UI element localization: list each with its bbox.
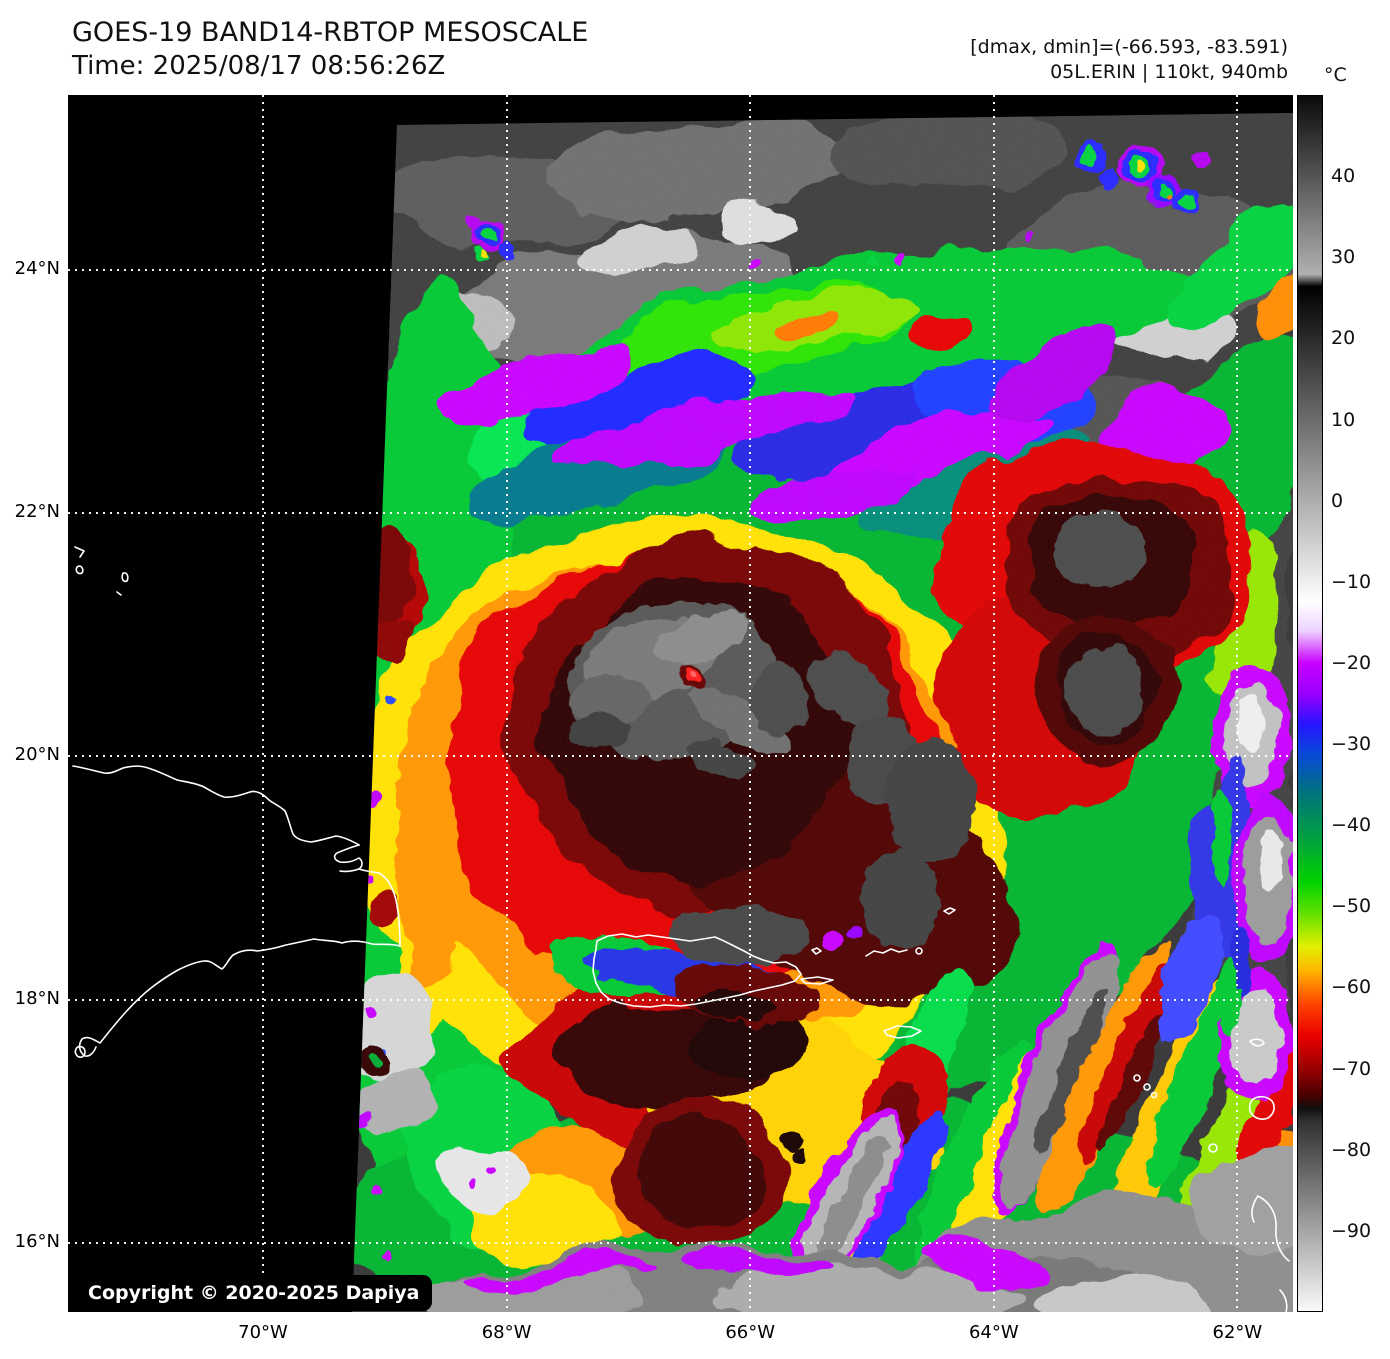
colorbar-tick-label: −70 [1331, 1057, 1372, 1080]
copyright-badge: Copyright © 2020-2025 Dapiya [75, 1275, 433, 1311]
colorbar-tick-label: 0 [1331, 489, 1344, 512]
colorbar-unit-label: °C [1324, 64, 1347, 86]
coastlines [72, 546, 1290, 1312]
latitude-gridline [68, 755, 1293, 758]
y-axis-tick-label: 18°N [14, 987, 60, 1009]
colorbar-tick-label: −30 [1331, 733, 1372, 756]
colorbar-tick-label: 40 [1331, 165, 1356, 188]
colorbar-tick-label: −50 [1331, 895, 1372, 918]
longitude-gridline [262, 95, 264, 1312]
colorbar-tick-label: 30 [1331, 246, 1356, 269]
x-axis-tick-label: 70°W [238, 1322, 288, 1343]
x-axis-tick-label: 64°W [968, 1322, 1019, 1343]
colorbar-tick-label: −10 [1331, 570, 1372, 593]
dmax-dmin-label: [dmax, dmin]=(-66.593, -83.591) [970, 36, 1288, 58]
x-axis-tick-label: 68°W [481, 1322, 532, 1343]
colorbar-tick-label: −20 [1331, 651, 1372, 674]
x-axis-tick-label: 62°W [1212, 1322, 1263, 1343]
latitude-gridline [68, 268, 1293, 271]
colorbar-tick-label: −60 [1331, 976, 1372, 999]
longitude-gridline [749, 95, 752, 1312]
longitude-gridline [505, 95, 508, 1312]
y-axis-tick-label: 24°N [14, 257, 60, 279]
colorbar-tick-label: −90 [1331, 1219, 1372, 1242]
colorbar-tick-label: −40 [1331, 814, 1372, 837]
page-title: GOES-19 BAND14-RBTOP MESOSCALE [72, 17, 589, 48]
x-axis-tick-label: 66°W [725, 1322, 776, 1343]
satellite-map-plot: Copyright © 2020-2025 Dapiya [68, 95, 1293, 1312]
latitude-gridline [68, 998, 1293, 1001]
longitude-gridline [1236, 95, 1239, 1312]
colorbar-tick-label: −80 [1331, 1138, 1372, 1161]
y-axis-tick-label: 22°N [14, 500, 60, 522]
y-axis-tick-label: 16°N [14, 1231, 60, 1253]
colorbar-bar [1297, 95, 1323, 1312]
longitude-gridline [992, 95, 995, 1312]
colorbar-tick-label: 10 [1331, 408, 1356, 431]
y-axis-tick-label: 20°N [14, 744, 60, 766]
satellite-image [68, 95, 1293, 1312]
colorbar-tick-label: 20 [1331, 327, 1356, 350]
latitude-gridline [68, 1242, 1293, 1245]
timestamp-label: Time: 2025/08/17 08:56:26Z [72, 51, 446, 81]
storm-info-label: 05L.ERIN | 110kt, 940mb [1050, 61, 1288, 83]
latitude-gridline [68, 511, 1293, 514]
